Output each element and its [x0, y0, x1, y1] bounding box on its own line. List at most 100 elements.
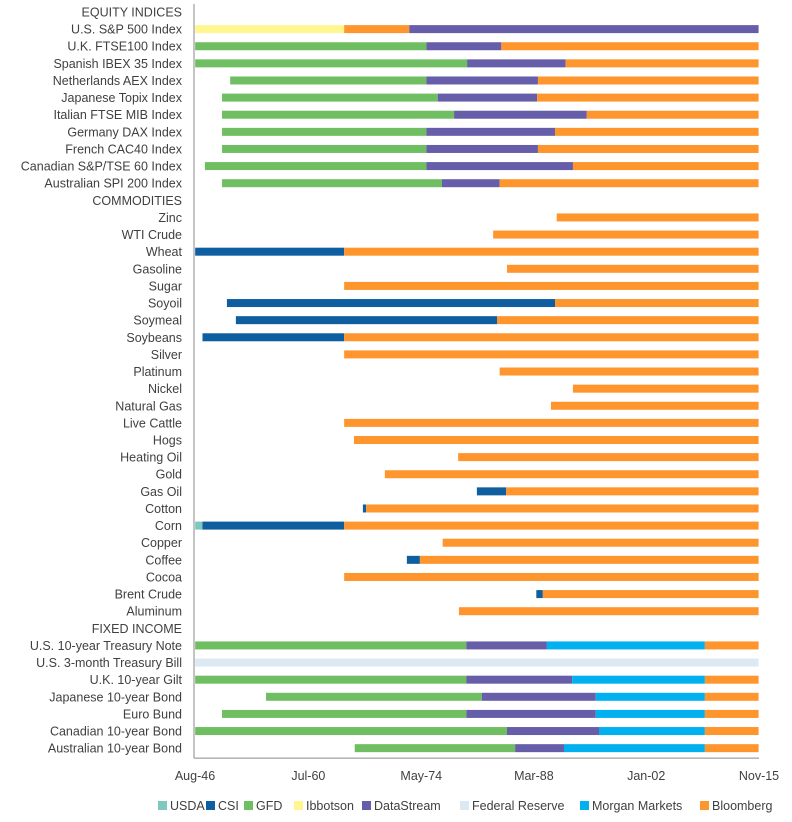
legend-swatch-ibbotson [294, 801, 303, 810]
row-label: Heating Oil [120, 451, 182, 465]
row-label: Gasoline [133, 262, 182, 276]
bar-segment-morgan-markets [599, 727, 705, 736]
bar-segment-bloomberg [499, 367, 759, 376]
bar-segment-morgan-markets [572, 675, 705, 684]
bar-segment-datastream [467, 59, 566, 68]
row-label: Coffee [145, 553, 182, 567]
x-tick-label: Aug-46 [175, 769, 215, 783]
row-label: Zinc [158, 211, 182, 225]
bar-segment-bloomberg [550, 401, 759, 410]
bar-segment-bloomberg [586, 110, 759, 119]
bar-segment-gfd [222, 179, 442, 188]
bar-segment-gfd [354, 744, 516, 753]
bar-segment-bloomberg [458, 607, 759, 616]
row-label: Hogs [153, 434, 182, 448]
bar-segment-bloomberg [537, 144, 759, 153]
bar-segment-bloomberg [704, 727, 759, 736]
bar-segment-bloomberg [344, 25, 410, 34]
bar-segment-bloomberg [344, 350, 759, 359]
bar-segment-bloomberg [384, 470, 759, 479]
row-label: Spanish IBEX 35 Index [53, 57, 182, 71]
legend-label: DataStream [374, 799, 441, 813]
bar-segment-morgan-markets [595, 692, 705, 701]
bar-segment-bloomberg [537, 93, 759, 102]
bar-segment-bloomberg [555, 127, 759, 136]
row-label: WTI Crude [122, 228, 182, 242]
bar-segment-bloomberg [344, 333, 759, 342]
row-label: Canadian S&P/TSE 60 Index [21, 160, 183, 174]
bar-segment-csi [362, 504, 367, 513]
row-label: Aluminum [126, 605, 182, 619]
bar-segment-gfd [195, 59, 468, 68]
bar-segment-bloomberg [704, 709, 759, 718]
bar-segment-morgan-markets [563, 744, 705, 753]
bar-segment-bloomberg [344, 521, 759, 530]
bar-segment-datastream [481, 692, 596, 701]
bar-segment-csi [226, 299, 556, 308]
bar-segment-gfd [230, 76, 427, 85]
bar-segment-csi [536, 590, 543, 599]
x-tick-label: Jan-02 [627, 769, 665, 783]
row-label: Live Cattle [123, 416, 182, 430]
bar-segment-datastream [466, 641, 547, 650]
legend-swatch-morgan-markets [580, 801, 589, 810]
legend-swatch-federal-reserve [460, 801, 469, 810]
bar-segment-bloomberg [572, 384, 759, 393]
bar-segment-datastream [454, 110, 587, 119]
bar-segment-gfd [195, 641, 467, 650]
row-label: Soybeans [126, 331, 182, 345]
bar-segment-bloomberg [344, 247, 759, 256]
bar-segment-gfd [222, 93, 438, 102]
bar-segment-bloomberg [704, 744, 759, 753]
bar-segment-datastream [426, 76, 538, 85]
bar-segment-datastream [409, 25, 759, 34]
category-header: FIXED INCOME [92, 622, 182, 636]
bar-segment-bloomberg [506, 487, 759, 496]
bar-segment-bloomberg [499, 179, 759, 188]
bar-segment-bloomberg [572, 162, 759, 171]
row-label: Japanese 10-year Bond [49, 690, 182, 704]
row-label: Gas Oil [140, 485, 182, 499]
row-label: Japanese Topix Index [61, 91, 182, 105]
bar-segment-bloomberg [353, 436, 759, 444]
bar-segment-datastream [437, 93, 538, 102]
bar-segment-datastream [466, 709, 596, 718]
row-label: Germany DAX Index [67, 125, 182, 139]
legend-label: Federal Reserve [472, 799, 564, 813]
bar-segment-csi [476, 487, 507, 496]
category-header: EQUITY INDICES [82, 6, 182, 20]
legend-swatch-bloomberg [700, 801, 709, 810]
row-label: Silver [151, 348, 182, 362]
row-label: Corn [155, 519, 182, 533]
row-label: Italian FTSE MIB Index [53, 108, 182, 122]
bar-segment-bloomberg [565, 59, 759, 68]
bar-segment-gfd [204, 162, 427, 171]
bar-segment-bloomberg [556, 213, 759, 222]
bar-segment-datastream [426, 42, 502, 51]
bar-segment-csi [235, 316, 498, 325]
legend-swatch-datastream [362, 801, 371, 810]
bar-segment-datastream [426, 127, 556, 136]
bar-segment-bloomberg [344, 418, 759, 427]
row-label: Natural Gas [115, 399, 182, 413]
row-label: Soymeal [133, 314, 182, 328]
row-label: Platinum [133, 365, 182, 379]
bar-segment-csi [195, 247, 345, 256]
bar-segment-datastream [466, 675, 573, 684]
bar-segment-morgan-markets [546, 641, 705, 650]
bar-segment-bloomberg [507, 264, 759, 273]
bar-segment-bloomberg [537, 76, 759, 85]
row-label: Sugar [149, 279, 182, 293]
bar-segment-gfd [195, 675, 467, 684]
row-label: Australian 10-year Bond [48, 742, 182, 756]
row-label: Australian SPI 200 Index [44, 177, 182, 191]
bar-segment-gfd [222, 110, 455, 119]
bar-segment-bloomberg [704, 692, 759, 701]
row-label: Nickel [148, 382, 182, 396]
legend-label: Bloomberg [712, 799, 772, 813]
row-label: U.K. FTSE100 Index [67, 40, 182, 54]
bar-segment-bloomberg [704, 675, 759, 684]
row-label: Gold [156, 468, 182, 482]
